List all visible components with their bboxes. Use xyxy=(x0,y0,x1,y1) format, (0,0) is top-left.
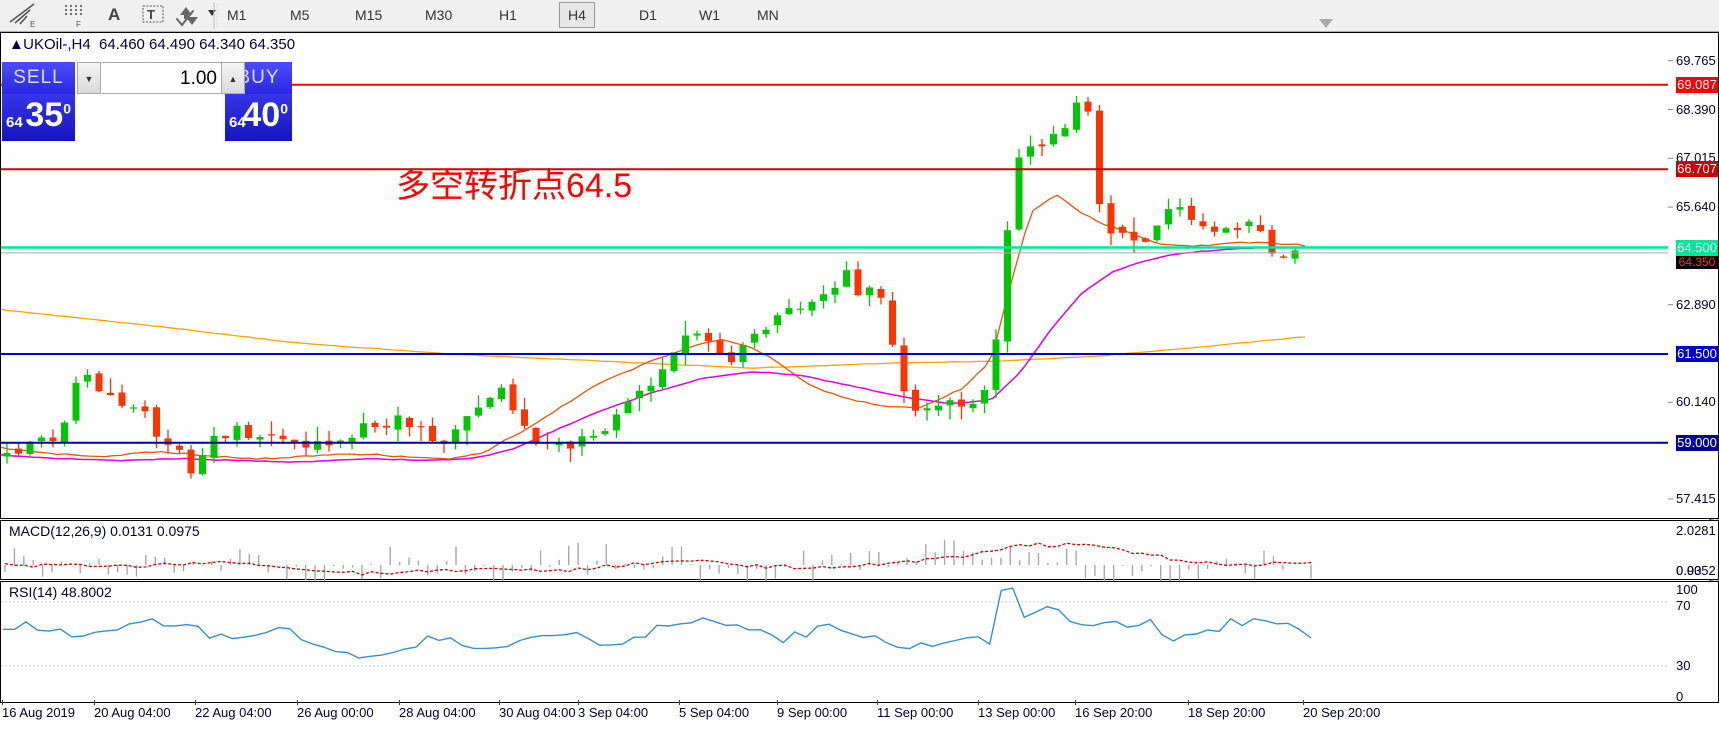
svg-text:E: E xyxy=(30,20,35,29)
svg-text:T: T xyxy=(147,7,155,22)
svg-text:A: A xyxy=(108,5,120,24)
svg-text:F: F xyxy=(76,20,81,29)
